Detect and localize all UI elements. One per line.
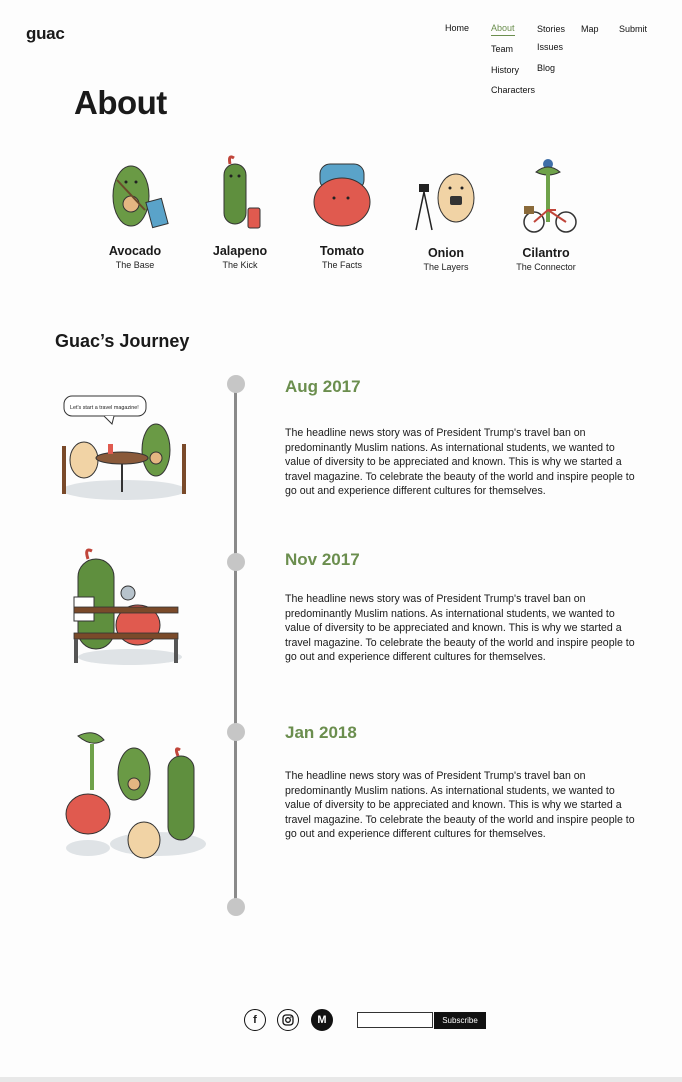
tomato-illustration xyxy=(313,163,371,227)
character-name: Tomato xyxy=(319,244,365,258)
character-onion[interactable]: Onion The Layers xyxy=(391,152,501,272)
nav-map[interactable]: Map xyxy=(581,24,599,34)
nav-stories[interactable]: Stories xyxy=(537,24,566,34)
character-name: Avocado xyxy=(108,244,162,258)
avocado-illustration xyxy=(112,165,169,229)
character-role: The Facts xyxy=(321,260,362,270)
timeline-line xyxy=(234,383,237,907)
timeline-dot xyxy=(227,553,245,571)
bottom-bar xyxy=(0,1077,682,1082)
nav-sub-characters[interactable]: Characters xyxy=(491,85,536,95)
instagram-icon[interactable] xyxy=(277,1009,299,1031)
medium-icon[interactable]: M xyxy=(311,1009,333,1031)
nav-about[interactable]: About xyxy=(491,23,515,36)
jalapeno-illustration xyxy=(223,155,261,229)
character-role: The Kick xyxy=(222,260,258,270)
entry-date: Jan 2018 xyxy=(285,723,357,742)
character-tomato[interactable]: Tomato The Facts xyxy=(287,150,397,270)
bench-illustration xyxy=(73,548,182,665)
site-logo[interactable]: guac xyxy=(26,24,65,43)
character-jalapeno[interactable]: Jalapeno The Kick xyxy=(185,150,295,270)
nav-submit[interactable]: Submit xyxy=(619,24,648,34)
character-name: Jalapeno xyxy=(212,244,268,258)
timeline-dot xyxy=(227,898,245,916)
subscribe-button[interactable]: Subscribe xyxy=(434,1012,486,1029)
page-title: About xyxy=(74,84,167,121)
cafe-illustration: Let's start a travel magazine! xyxy=(62,395,186,500)
nav-sub-team[interactable]: Team xyxy=(491,44,514,54)
nav-sub-history[interactable]: History xyxy=(491,65,520,75)
nav-sub-blog[interactable]: Blog xyxy=(537,63,556,73)
circle-dance-illustration xyxy=(65,732,206,859)
entry-text: The headline news story was of President… xyxy=(285,593,635,664)
nav-sub-issues[interactable]: Issues xyxy=(537,42,564,52)
character-name: Cilantro xyxy=(522,246,570,260)
entry-date: Nov 2017 xyxy=(285,550,360,569)
speech-bubble-text: Let's start a travel magazine! xyxy=(70,405,139,411)
subscribe-email-input[interactable] xyxy=(357,1012,433,1028)
facebook-icon[interactable]: f xyxy=(244,1009,266,1031)
entry-text: The headline news story was of President… xyxy=(285,427,635,498)
nav-home[interactable]: Home xyxy=(445,23,470,33)
character-avocado[interactable]: Avocado The Base xyxy=(80,150,190,270)
entry-date: Aug 2017 xyxy=(285,377,361,396)
onion-illustration xyxy=(415,173,475,231)
character-name: Onion xyxy=(427,246,465,260)
timeline-dot xyxy=(227,723,245,741)
character-role: The Layers xyxy=(423,262,469,272)
entry-text: The headline news story was of President… xyxy=(285,770,635,841)
timeline-dot xyxy=(227,375,245,393)
character-role: The Connector xyxy=(516,262,576,272)
journey-title: Guac’s Journey xyxy=(55,331,190,351)
character-role: The Base xyxy=(115,260,155,270)
character-cilantro[interactable]: Cilantro The Connector xyxy=(491,152,601,272)
cilantro-illustration xyxy=(523,159,577,233)
